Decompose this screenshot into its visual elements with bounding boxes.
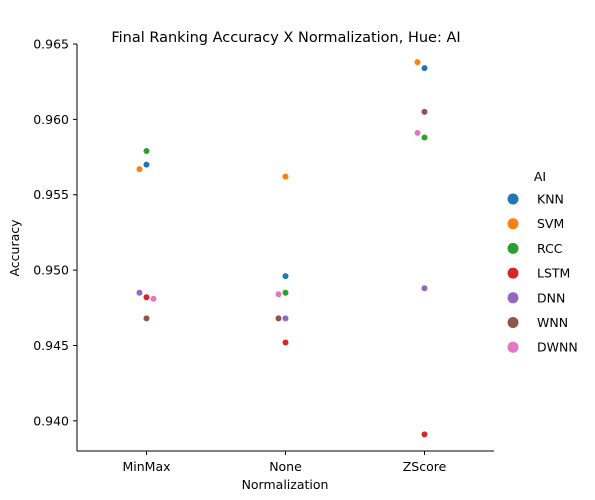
legend-marker-dwnn xyxy=(508,342,519,353)
data-point-wnn-none xyxy=(276,315,282,321)
legend: AI KNN SVM RCC LSTM DNN WNN DWNN xyxy=(508,169,578,355)
y-axis-ticks: 0.940 0.945 0.950 0.955 0.960 0.965 xyxy=(33,37,77,429)
legend-label-knn: KNN xyxy=(537,192,564,207)
legend-label-wnn: WNN xyxy=(537,315,568,330)
data-point-rcc-none xyxy=(283,290,289,296)
data-point-wnn-zscore xyxy=(422,109,428,115)
y-tick-label: 0.960 xyxy=(33,112,69,127)
data-point-svm-zscore xyxy=(415,59,421,65)
legend-marker-knn xyxy=(508,194,519,205)
legend-title: AI xyxy=(534,169,546,184)
data-point-knn-none xyxy=(283,273,289,279)
data-point-dnn-zscore xyxy=(422,285,428,291)
data-point-knn-zscore xyxy=(422,65,428,71)
data-point-svm-minmax xyxy=(137,166,143,172)
data-point-rcc-minmax xyxy=(144,148,150,154)
legend-marker-dnn xyxy=(508,292,519,303)
chart-title: Final Ranking Accuracy X Normalization, … xyxy=(111,30,460,46)
x-tick-label: MinMax xyxy=(122,459,170,474)
legend-marker-wnn xyxy=(508,317,519,328)
data-point-lstm-minmax xyxy=(144,294,150,300)
legend-label-svm: SVM xyxy=(537,216,564,231)
legend-marker-lstm xyxy=(508,268,519,279)
data-point-dnn-minmax xyxy=(137,290,143,296)
data-points xyxy=(137,59,428,437)
data-point-wnn-minmax xyxy=(144,315,150,321)
x-axis-ticks: MinMax None ZScore xyxy=(122,451,446,474)
legend-items: KNN SVM RCC LSTM DNN WNN DWNN xyxy=(508,192,578,355)
legend-label-dnn: DNN xyxy=(537,290,565,305)
y-tick-label: 0.945 xyxy=(33,338,69,353)
y-tick-label: 0.940 xyxy=(33,413,69,428)
x-axis-title: Normalization xyxy=(242,477,329,492)
plot-area: 0.940 0.945 0.950 0.955 0.960 0.965 MinMax Non… xyxy=(33,37,494,475)
x-tick-label: None xyxy=(269,459,302,474)
data-point-dwnn-none xyxy=(276,291,282,297)
legend-label-lstm: LSTM xyxy=(537,266,570,281)
x-tick-label: ZScore xyxy=(403,459,447,474)
legend-marker-rcc xyxy=(508,243,519,254)
legend-marker-svm xyxy=(508,218,519,229)
data-point-dwnn-zscore xyxy=(415,130,421,136)
y-axis-title: Accuracy xyxy=(7,219,22,277)
y-tick-label: 0.965 xyxy=(33,37,69,52)
data-point-rcc-zscore xyxy=(422,134,428,140)
data-point-lstm-zscore xyxy=(422,431,428,437)
y-tick-label: 0.955 xyxy=(33,187,69,202)
data-point-knn-minmax xyxy=(144,162,150,168)
data-point-svm-none xyxy=(283,174,289,180)
data-point-dwnn-minmax xyxy=(151,296,157,302)
legend-label-dwnn: DWNN xyxy=(537,340,578,355)
legend-label-rcc: RCC xyxy=(537,241,563,256)
data-point-dnn-none xyxy=(283,315,289,321)
data-point-lstm-none xyxy=(283,339,289,345)
y-tick-label: 0.950 xyxy=(33,263,69,278)
